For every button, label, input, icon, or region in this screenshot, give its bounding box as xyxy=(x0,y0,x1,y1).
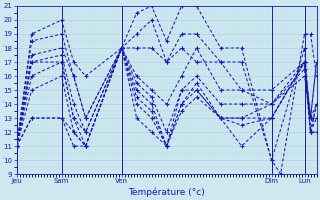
X-axis label: Température (°c): Température (°c) xyxy=(128,187,205,197)
